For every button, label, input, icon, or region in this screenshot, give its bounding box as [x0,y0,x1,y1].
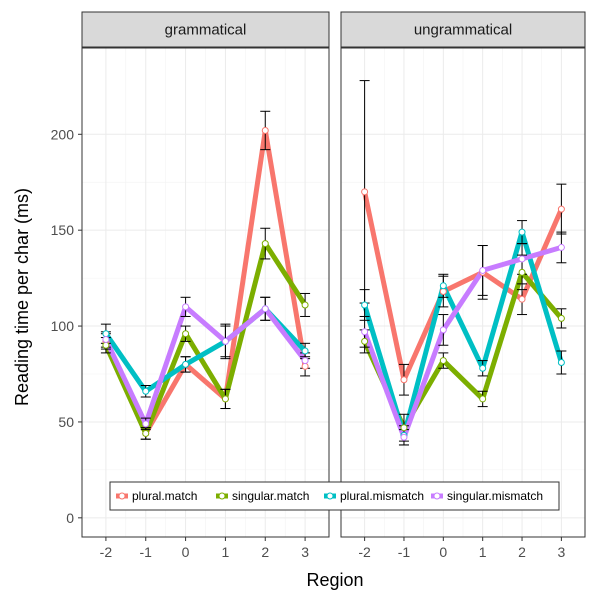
data-point-plural.match [301,362,309,370]
legend-key-point [326,492,334,500]
y-axis-title: Reading time per char (ms) [12,188,32,406]
panel-border [340,47,586,538]
data-point-plural.mismatch [301,347,309,355]
data-point-singular.mismatch [301,357,309,365]
legend-item-plural.match: plural.match [116,489,197,503]
data-point-plural.match [361,188,369,196]
data-point-plural.mismatch [182,360,190,368]
data-point-singular.match [142,429,150,437]
series-line-singular.mismatch [103,304,308,427]
series-line-singular.mismatch [362,245,563,440]
strip-label: ungrammatical [414,22,512,39]
data-point-plural.mismatch [557,358,565,366]
data-point-singular.match [361,337,369,345]
data-point-singular.mismatch [361,328,369,336]
data-point-singular.mismatch [400,433,408,441]
data-point-singular.match [479,395,487,403]
legend-label: singular.match [232,489,309,503]
x-tick-label: -1 [140,544,153,560]
data-point-singular.match [518,268,526,276]
x-tick-label: 1 [479,544,487,560]
strip-grammatical [81,11,330,48]
x-tick-label: -2 [100,544,113,560]
x-tick-label: 3 [557,544,565,560]
data-point-plural.mismatch [518,228,526,236]
y-tick-label: 200 [51,126,75,142]
x-tick-label: 2 [261,544,269,560]
data-point-plural.mismatch [439,282,447,290]
x-tick-label: -1 [398,544,411,560]
data-point-singular.mismatch [142,420,150,428]
legend-item-singular.mismatch: singular.mismatch [431,489,543,503]
x-tick-label: 2 [518,544,526,560]
y-tick-label: 150 [51,222,75,238]
data-point-plural.mismatch [479,364,487,372]
data-point-singular.mismatch [479,266,487,274]
series-line-singular.match [103,241,308,436]
data-point-singular.mismatch [182,303,190,311]
data-point-singular.mismatch [261,305,269,313]
legend: plural.match singular.match plural.mismatc… [109,481,560,511]
data-point-plural.mismatch [102,330,110,338]
data-point-plural.mismatch [142,387,150,395]
data-point-singular.match [439,357,447,365]
y-tick-label: 0 [66,510,74,526]
panel-grammatical: grammatical -2 -1 0 1 2 3 0 50 100 150 200 [51,11,330,560]
x-tick-label: 3 [301,544,309,560]
legend-item-singular.match: singular.match [216,489,309,503]
data-point-plural.mismatch [361,301,369,309]
data-point-singular.match [301,301,309,309]
data-point-plural.match [261,126,269,134]
legend-label: plural.match [132,489,197,503]
x-tick-label: -2 [358,544,371,560]
data-point-singular.match [557,314,565,322]
x-tick-label: 0 [439,544,447,560]
legend-label: plural.mismatch [340,489,424,503]
x-tick-label: 1 [222,544,230,560]
data-point-plural.match [400,376,408,384]
y-tick-label: 100 [51,318,75,334]
data-point-singular.match [182,330,190,338]
strip-ungrammatical [340,11,586,48]
panel-ungrammatical: ungrammatical -2 -1 0 1 2 3 [340,11,586,560]
legend-label: singular.mismatch [447,489,543,503]
data-point-plural.match [557,205,565,213]
data-point-singular.mismatch [221,337,229,345]
x-tick-label: 0 [182,544,190,560]
data-point-singular.match [221,395,229,403]
data-point-plural.match [518,295,526,303]
panels-layer: grammatical -2 -1 0 1 2 3 0 50 100 150 200 ungrammat… [51,11,586,560]
x-axis-title: Region [306,570,363,590]
data-point-singular.mismatch [439,326,447,334]
data-point-singular.match [400,424,408,432]
data-point-singular.mismatch [102,335,110,343]
legend-key-point [118,492,126,500]
legend-item-plural.mismatch: plural.mismatch [324,489,424,503]
y-tick-label: 50 [58,414,74,430]
panel-border [81,47,330,538]
data-point-singular.mismatch [557,243,565,251]
series-line-plural.match [362,191,564,383]
data-point-singular.match [102,341,110,349]
data-point-plural.match [439,288,447,296]
data-point-singular.match [261,240,269,248]
legend-key-point [433,492,441,500]
strip-label: grammatical [165,22,247,39]
data-point-singular.mismatch [518,255,526,263]
legend-key-point [218,492,226,500]
